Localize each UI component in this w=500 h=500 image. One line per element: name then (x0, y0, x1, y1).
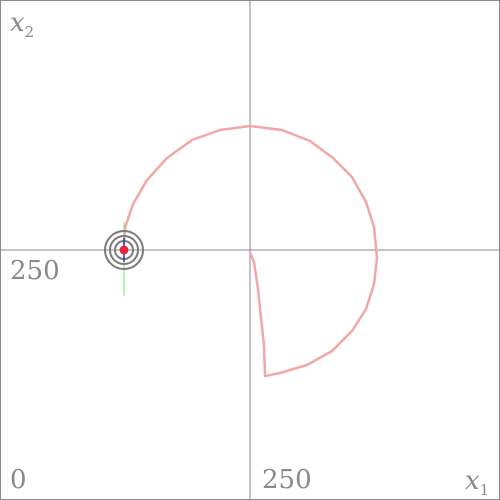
y-axis-label: x2 (10, 10, 34, 40)
agent-outer-ring (104, 230, 144, 270)
origin-tick-label: 0 (10, 465, 27, 495)
x-axis-label-text: x (465, 466, 480, 496)
x-axis-label-subscript: 1 (479, 481, 490, 499)
robot-position-icon (104, 222, 144, 296)
trajectory-path (122, 124, 379, 378)
x-axis-label: x1 (465, 468, 489, 498)
y-axis-label-text: x (10, 8, 25, 38)
x-axis-mid-tick-label: 250 (262, 465, 312, 495)
agent-body (119, 245, 129, 255)
y-axis-mid-tick-label: 250 (10, 256, 60, 286)
agent-middle-ring (109, 235, 139, 265)
y-axis-label-subscript: 2 (24, 23, 35, 41)
